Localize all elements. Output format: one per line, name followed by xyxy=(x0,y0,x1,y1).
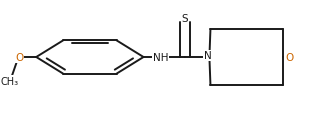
Text: NH: NH xyxy=(153,53,168,62)
Text: N: N xyxy=(204,51,212,61)
Text: O: O xyxy=(286,53,294,62)
Text: O: O xyxy=(15,53,24,62)
Text: CH₃: CH₃ xyxy=(1,76,19,86)
Text: S: S xyxy=(182,14,189,24)
